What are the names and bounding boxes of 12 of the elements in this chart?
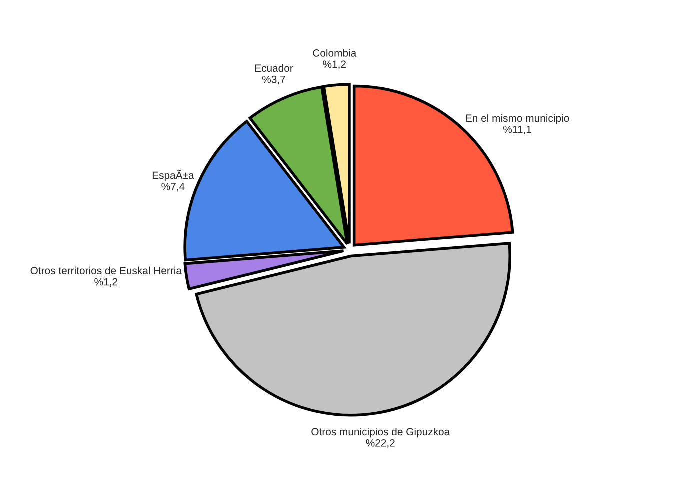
slice-label: Otros territorios de Euskal Herria — [30, 266, 182, 274]
slice-label: EspaÃ±a — [152, 170, 194, 182]
data-label: %7,4 — [162, 183, 185, 192]
slice-label: Otros municipios de Gipuzkoa — [312, 428, 450, 438]
slice-label: Ecuador — [255, 64, 294, 72]
slice-label: En el mismo municipio — [466, 114, 570, 124]
data-label: %1,2 — [94, 278, 118, 287]
data-label: %1,2 — [323, 60, 346, 70]
data-label: %22,2 — [366, 439, 395, 448]
data-label: %3,7 — [262, 76, 286, 85]
data-label: %11,1 — [504, 126, 532, 135]
slice-label: Colombia — [313, 49, 357, 57]
